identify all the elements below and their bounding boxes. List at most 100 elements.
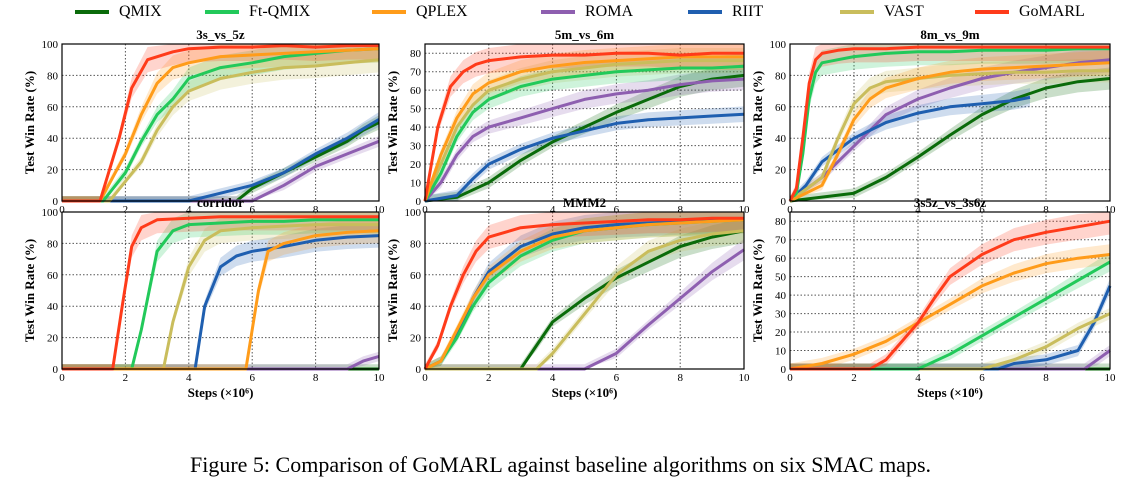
x-tick-label: 10 <box>1105 372 1117 384</box>
plot-area <box>790 212 1110 369</box>
legend-label: GoMARL <box>1019 3 1085 20</box>
legend-label: Ft-QMIX <box>249 3 311 20</box>
x-tick-label: 6 <box>249 204 255 216</box>
y-tick-label: 40 <box>47 301 59 313</box>
y-tick-label: 20 <box>410 159 422 171</box>
x-tick-label: 4 <box>550 204 556 216</box>
legend-swatch <box>840 10 874 14</box>
x-tick-label: 8 <box>1043 372 1049 384</box>
series-line-qplex <box>62 229 380 371</box>
legend-item-roma: ROMA <box>541 2 633 22</box>
x-tick-label: 0 <box>59 204 65 216</box>
series-band-ft-qmix <box>62 44 379 201</box>
y-tick-label: 100 <box>42 207 59 219</box>
y-tick-label: 50 <box>775 272 787 284</box>
y-axis-label: Test Win Rate (%) <box>385 71 400 174</box>
legend: QMIX Ft-QMIX QPLEX ROMA RIIT VAST GoMARL <box>0 0 1121 24</box>
y-tick-label: 20 <box>410 333 422 345</box>
series-line-qplex <box>62 47 380 203</box>
y-tick-label: 80 <box>775 216 787 228</box>
y-tick-label: 60 <box>775 253 787 265</box>
y-tick-label: 50 <box>410 104 422 116</box>
series-line-riit <box>424 112 745 203</box>
x-tick-label: 4 <box>550 372 556 384</box>
panel-title: 3s_vs_5z <box>196 27 245 42</box>
legend-swatch <box>75 10 109 14</box>
y-tick-label: 60 <box>47 270 59 282</box>
x-tick-label: 4 <box>186 204 192 216</box>
series-band-ft-qmix <box>425 54 744 201</box>
y-tick-label: 60 <box>47 102 59 114</box>
x-tick-label: 0 <box>422 204 428 216</box>
y-tick-label: 80 <box>775 70 787 82</box>
x-tick-label: 10 <box>374 204 386 216</box>
x-tick-label: 2 <box>851 204 857 216</box>
legend-label: VAST <box>884 3 924 20</box>
x-tick-label: 2 <box>486 372 492 384</box>
y-axis-label: Test Win Rate (%) <box>385 239 400 342</box>
y-tick-label: 0 <box>781 196 787 208</box>
y-tick-label: 10 <box>775 346 787 358</box>
x-tick-label: 10 <box>739 372 751 384</box>
legend-label: QPLEX <box>416 3 468 20</box>
series-line-gomarl <box>788 45 1110 202</box>
x-tick-label: 0 <box>422 372 428 384</box>
x-tick-label: 2 <box>486 204 492 216</box>
y-tick-label: 20 <box>775 165 787 177</box>
x-tick-label: 8 <box>313 372 319 384</box>
x-tick-label: 8 <box>1043 204 1049 216</box>
x-tick-label: 8 <box>677 204 683 216</box>
x-tick-label: 0 <box>787 372 793 384</box>
plot-area <box>790 44 1110 201</box>
y-tick-label: 0 <box>416 364 422 376</box>
legend-item-qmix: QMIX <box>75 2 162 22</box>
series-line-vast <box>423 59 744 202</box>
series-line-gomarl <box>62 44 379 203</box>
series-line-gomarl <box>790 219 1111 371</box>
series-band-qplex <box>425 212 744 369</box>
series-band-vast <box>62 212 379 369</box>
x-tick-label: 8 <box>677 372 683 384</box>
y-tick-label: 60 <box>775 102 787 114</box>
y-tick-label: 80 <box>410 238 422 250</box>
series-band-ft-qmix <box>425 212 744 369</box>
series-line-qplex <box>789 253 1111 371</box>
y-tick-label: 70 <box>410 67 422 79</box>
x-tick-label: 10 <box>739 204 751 216</box>
x-tick-label: 0 <box>59 372 65 384</box>
y-tick-label: 0 <box>53 364 59 376</box>
series-band-gomarl <box>790 44 1110 201</box>
y-tick-label: 40 <box>410 301 422 313</box>
y-tick-label: 40 <box>775 290 787 302</box>
x-tick-label: 10 <box>1105 204 1117 216</box>
y-tick-label: 0 <box>416 196 422 208</box>
plot-frame <box>789 211 1111 370</box>
x-tick-label: 8 <box>313 204 319 216</box>
x-tick-label: 6 <box>249 372 255 384</box>
x-tick-label: 2 <box>851 372 857 384</box>
legend-swatch <box>205 10 239 14</box>
series-line-qmix <box>789 77 1111 203</box>
series-line-qplex <box>789 61 1111 203</box>
chart-panel-6: 0 2 4 6 8 10010203040506070803s5z_vs_3s6zTest… <box>750 195 1116 400</box>
x-tick-label: 6 <box>979 372 985 384</box>
x-tick-label: 4 <box>186 372 192 384</box>
x-axis-label: Steps (×10⁶) <box>188 385 254 400</box>
y-axis-label: Test Win Rate (%) <box>750 239 765 342</box>
x-tick-label: 10 <box>374 372 386 384</box>
legend-swatch <box>688 10 722 14</box>
series-line-vast <box>425 229 745 371</box>
legend-item-gomarl: GoMARL <box>975 2 1085 22</box>
legend-item-ft-qmix: Ft-QMIX <box>205 2 310 22</box>
legend-swatch <box>975 10 1009 14</box>
y-tick-label: 0 <box>781 364 787 376</box>
series-line-vast <box>62 58 380 203</box>
plot-frame <box>424 43 745 202</box>
series-band-roma <box>62 351 379 369</box>
series-band-qmix <box>425 64 744 201</box>
y-tick-label: 40 <box>410 122 422 134</box>
x-tick-label: 4 <box>915 372 921 384</box>
